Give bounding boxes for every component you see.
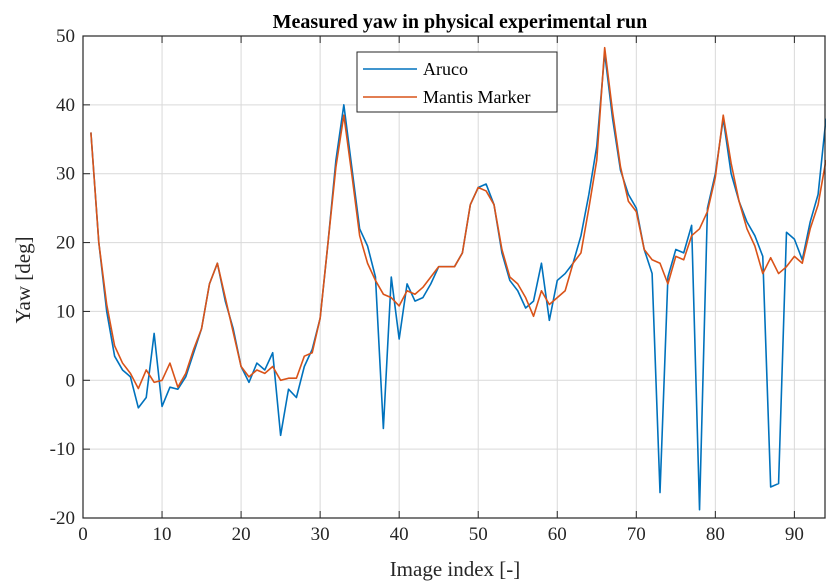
- y-tick-label: 10: [56, 301, 75, 322]
- legend-label-mantis-marker: Mantis Marker: [423, 87, 530, 107]
- legend: Aruco Mantis Marker: [356, 51, 558, 113]
- y-tick-label: 30: [56, 164, 75, 185]
- x-tick-label: 0: [78, 524, 88, 545]
- x-tick-label: 50: [469, 524, 488, 545]
- x-tick-label: 30: [311, 524, 330, 545]
- axis-ticks: 0 10 20 30 40 50 60 70 80 90 -20 -10 0 10 20 30 40 50: [50, 26, 804, 545]
- y-tick-label: 40: [56, 95, 75, 116]
- y-tick-label: 0: [66, 370, 76, 391]
- plot-frame: [82, 35, 826, 519]
- x-tick-label: 70: [627, 524, 646, 545]
- series-lines: [90, 46, 826, 511]
- x-axis-label: Image index [-]: [390, 557, 521, 581]
- x-tick-label: 40: [390, 524, 409, 545]
- x-tick-label: 20: [232, 524, 251, 545]
- legend-box: [356, 51, 558, 113]
- y-tick-label: 20: [56, 233, 75, 254]
- y-tick-label: -10: [50, 439, 75, 460]
- x-tick-label: 90: [785, 524, 804, 545]
- x-tick-label: 60: [548, 524, 567, 545]
- y-tick-label: -20: [50, 508, 75, 529]
- y-tick-label: 50: [56, 26, 75, 47]
- chart-title: Measured yaw in physical experimental ru…: [273, 11, 648, 33]
- x-tick-label: 80: [706, 524, 725, 545]
- y-axis-label: Yaw [deg]: [11, 236, 35, 323]
- series-line-mantis-marker: [90, 46, 826, 390]
- x-tick-label: 10: [153, 524, 172, 545]
- legend-label-aruco: Aruco: [423, 59, 468, 79]
